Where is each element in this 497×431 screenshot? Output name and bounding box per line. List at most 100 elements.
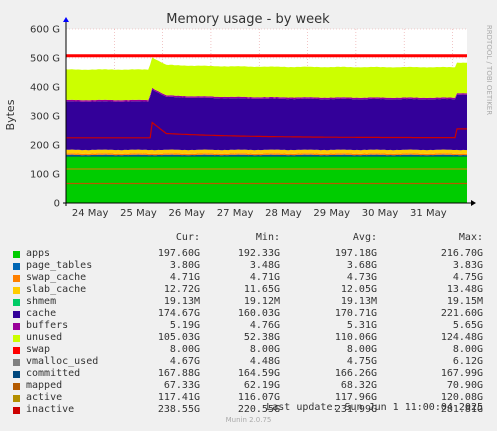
legend-swatch	[13, 299, 20, 306]
legend-label: cache	[26, 308, 57, 319]
legend-value: 4.73G	[346, 272, 377, 283]
legend-value: 220.55G	[237, 404, 280, 415]
legend-value: 281.81G	[440, 404, 483, 415]
y-axis-arrow	[63, 17, 69, 22]
rrdtool-credit: RRDTOOL / TOBI OETIKER	[485, 25, 493, 115]
legend-value: 4.71G	[249, 272, 280, 283]
legend-value: 4.75G	[346, 356, 377, 367]
legend-value: 167.88G	[157, 368, 200, 379]
munin-version: Munin 2.0.75	[225, 416, 272, 424]
legend-value: 164.59G	[237, 368, 280, 379]
col-avg: Avg:	[352, 232, 377, 243]
area-swap_cache	[66, 153, 467, 156]
legend-row-vmalloc_used: vmalloc_used 4.67G 4.48G 4.75G 6.12G	[0, 356, 497, 368]
legend-value: 8.00G	[249, 344, 280, 355]
legend-value: 238.55G	[157, 404, 200, 415]
legend-value: 67.33G	[163, 380, 200, 391]
legend-swatch	[13, 287, 20, 294]
area-slab_cache	[66, 149, 467, 154]
legend-value: 166.26G	[334, 368, 377, 379]
last-update: Last update: Sun Jun 1 11:00:04 2025	[266, 402, 483, 413]
legend-label: unused	[26, 332, 63, 343]
legend-value: 160.03G	[237, 308, 280, 319]
legend-label: swap	[26, 344, 51, 355]
legend-row-swap: swap 8.00G 8.00G 8.00G 8.00G	[0, 344, 497, 356]
legend-row-shmem: shmem 19.13M 19.12M 19.13M 19.15M	[0, 296, 497, 308]
legend-value: 68.32G	[340, 380, 377, 391]
x-tick-label: 27 May	[217, 208, 254, 219]
legend-row-committed: committed 167.88G 164.59G 166.26G 167.99G	[0, 368, 497, 380]
legend-row-apps: apps 197.60G 192.33G 197.18G 216.70G	[0, 248, 497, 260]
legend-value: 216.70G	[440, 248, 483, 259]
legend-label: apps	[26, 248, 51, 259]
chart-title: Memory usage - by week	[166, 12, 330, 27]
legend-swatch	[13, 335, 20, 342]
line-inactive	[66, 121, 467, 139]
col-min: Min:	[255, 232, 280, 243]
legend-row-mapped: mapped 67.33G 62.19G 68.32G 70.90G	[0, 380, 497, 392]
legend-value: 192.33G	[237, 248, 280, 259]
legend-swatch	[13, 275, 20, 282]
legend-label: shmem	[26, 296, 57, 307]
y-ticks: 0 100 G 200 G 300 G 400 G 500 G 600 G	[30, 25, 60, 210]
legend-value: 19.12M	[243, 296, 280, 307]
area-apps	[66, 155, 467, 203]
legend-swatch	[13, 347, 20, 354]
col-cur: Cur:	[175, 232, 200, 243]
legend-value: 221.60G	[440, 308, 483, 319]
legend-value: 116.07G	[237, 392, 280, 403]
legend-row-swap_cache: swap_cache 4.71G 4.71G 4.73G 4.75G	[0, 272, 497, 284]
legend-value: 231.99G	[334, 404, 377, 415]
legend-label: vmalloc_used	[26, 356, 99, 367]
legend-value: 12.05G	[340, 284, 377, 295]
legend-swatch	[13, 407, 20, 414]
area-cache	[66, 89, 467, 151]
legend-value: 4.71G	[169, 272, 200, 283]
legend-value: 3.48G	[249, 260, 280, 271]
x-tick-label: 25 May	[120, 208, 157, 219]
legend-label: page_tables	[26, 260, 93, 271]
y-axis-label: Bytes	[4, 99, 17, 130]
y-tick-label: 300 G	[30, 112, 60, 123]
legend-swatch	[13, 323, 20, 330]
legend-value: 70.90G	[446, 380, 483, 391]
legend-value: 4.75G	[452, 272, 483, 283]
legend-swatch	[13, 383, 20, 390]
legend-value: 4.67G	[169, 356, 200, 367]
legend-value: 3.68G	[346, 260, 377, 271]
legend-label: active	[26, 392, 63, 403]
y-tick-label: 100 G	[30, 170, 60, 181]
legend-row-page_tables: page_tables 3.80G 3.48G 3.68G 3.83G	[0, 260, 497, 272]
area-buffers	[66, 87, 467, 102]
legend-row-unused: unused 105.03G 52.38G 110.06G 124.48G	[0, 332, 497, 344]
legend-value: 8.00G	[346, 344, 377, 355]
y-tick-label: 400 G	[30, 83, 60, 94]
legend-value: 197.60G	[157, 248, 200, 259]
legend-value: 5.19G	[169, 320, 200, 331]
legend-swatch	[13, 395, 20, 402]
stack-areas	[66, 57, 467, 203]
legend-value: 197.18G	[334, 248, 377, 259]
x-ticks: 24 May 25 May 26 May 27 May 28 May 29 May 30 M…	[72, 208, 447, 219]
legend-row-inactive: inactive 238.55G 220.55G 231.99G 281.81G	[0, 404, 497, 416]
legend-value: 19.15M	[446, 296, 483, 307]
legend-value: 5.65G	[452, 320, 483, 331]
legend-label: swap_cache	[26, 272, 87, 283]
legend-value: 3.80G	[169, 260, 200, 271]
legend-value: 19.13M	[340, 296, 377, 307]
col-max: Max:	[458, 232, 483, 243]
legend-label: slab_cache	[26, 284, 87, 295]
legend-row-cache: cache 174.67G 160.03G 170.71G 221.60G	[0, 308, 497, 320]
legend-value: 52.38G	[243, 332, 280, 343]
area-unused	[66, 57, 467, 101]
legend-value: 12.72G	[163, 284, 200, 295]
legend-value: 3.83G	[452, 260, 483, 271]
legend-value: 8.00G	[452, 344, 483, 355]
area-shmem	[66, 149, 467, 151]
legend-value: 8.00G	[169, 344, 200, 355]
legend-label: committed	[26, 368, 81, 379]
legend-value: 4.48G	[249, 356, 280, 367]
memory-chart: Memory usage - by week Bytes RRDTOOL / T…	[4, 12, 493, 219]
x-tick-label: 24 May	[72, 208, 109, 219]
legend-label: buffers	[26, 320, 69, 331]
